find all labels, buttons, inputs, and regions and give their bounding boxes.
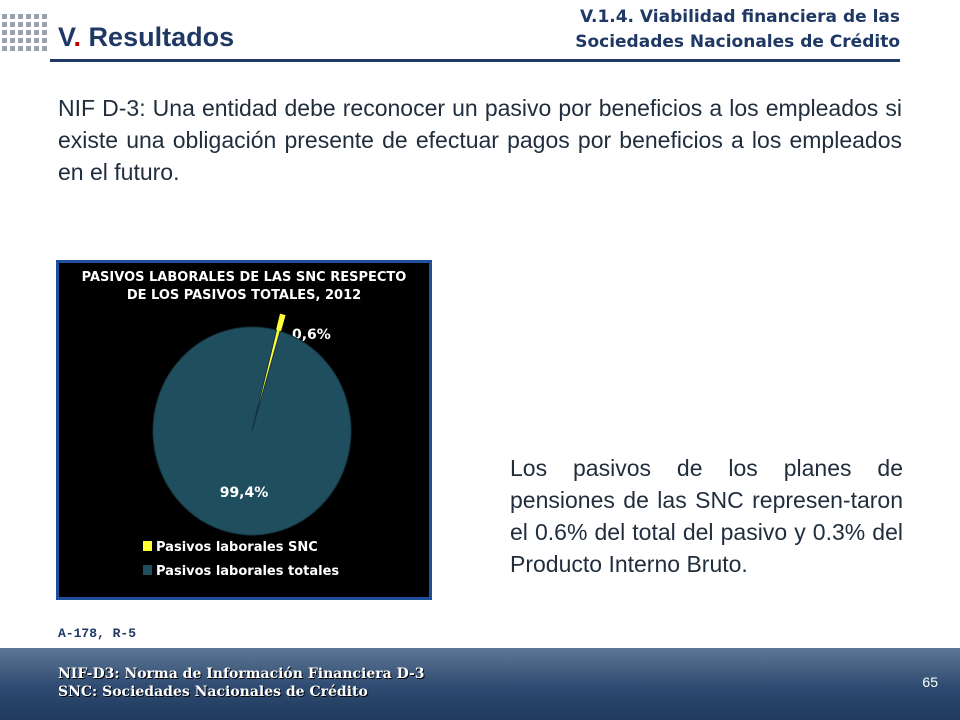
subtitle-line-1: V.1.4. Viabilidad financiera de las: [580, 7, 900, 27]
legend-label-totales: Pasivos laborales totales: [156, 564, 339, 579]
slide-subtitle: V.1.4. Viabilidad financiera de las Soci…: [500, 5, 900, 55]
legend-swatch-snc: [143, 541, 152, 551]
subtitle-line-2: Sociedades Nacionales de Crédito: [575, 32, 900, 52]
legend-label-snc: Pasivos laborales SNC: [156, 540, 318, 555]
summary-paragraph: Los pasivos de los planes de pensiones d…: [510, 455, 903, 577]
section-title-accent: .: [73, 22, 82, 52]
pie-slice-pasivos-laborales-totales: [152, 326, 352, 536]
chart-title-line-2: DE LOS PASIVOS TOTALES, 2012: [126, 288, 362, 303]
page-number: 65: [922, 674, 938, 690]
data-label-snc: 0,6%: [292, 327, 331, 343]
section-title-number: V: [58, 22, 74, 52]
source-reference: A-178, R-5: [58, 626, 137, 641]
pie-chart: 0,6% 99,4% Pasivos laborales SNC Pasivos la…: [143, 313, 352, 579]
decorative-dot-grid: [2, 14, 48, 56]
section-title: V. Resultados: [58, 22, 234, 53]
chart-title-line-1: PASIVOS LABORALES DE LAS SNC RESPECTO: [81, 270, 407, 285]
intro-paragraph: NIF D-3: Una entidad debe reconocer un p…: [58, 95, 902, 185]
footer-bar: NIF-D3: Norma de Información Financiera …: [0, 648, 960, 720]
header-divider: [50, 59, 900, 62]
legend-swatch-totales: [143, 565, 152, 575]
section-title-text: Resultados: [81, 22, 235, 52]
footer-note-nif: NIF-D3: Norma de Información Financiera …: [58, 666, 425, 682]
chart-title: PASIVOS LABORALES DE LAS SNC RESPECTO DE…: [59, 269, 429, 305]
pie-chart-panel: PASIVOS LABORALES DE LAS SNC RESPECTO DE…: [56, 260, 432, 600]
footer-note-snc: SNC: Sociedades Nacionales de Crédito: [58, 684, 368, 700]
data-label-totales: 99,4%: [220, 485, 269, 501]
